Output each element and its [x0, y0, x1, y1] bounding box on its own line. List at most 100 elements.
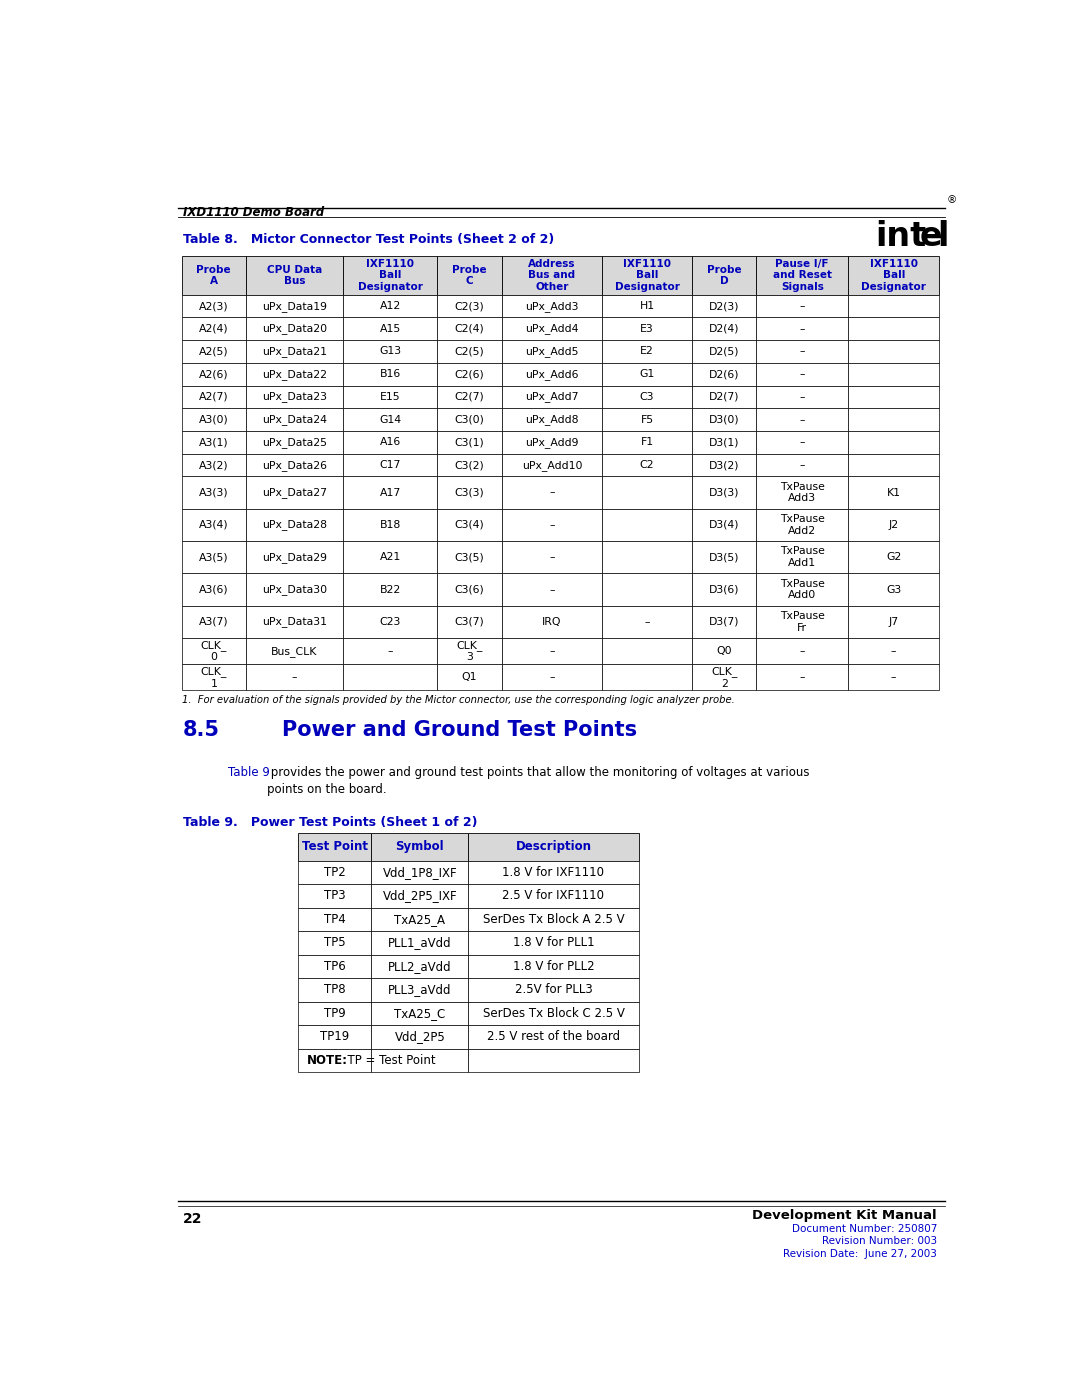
Bar [756, 339, 848, 363]
Bar [343, 256, 437, 295]
Text: 2.5V for PLL3: 2.5V for PLL3 [515, 983, 592, 996]
Bar [181, 386, 246, 408]
Bar [343, 339, 437, 363]
Text: Address
Bus and
Other: Address Bus and Other [528, 260, 576, 292]
Bar [246, 606, 343, 638]
Text: D3(6): D3(6) [708, 584, 740, 595]
Bar [181, 295, 246, 317]
Text: C23: C23 [379, 617, 401, 627]
Bar [246, 638, 343, 665]
Bar [603, 295, 692, 317]
Text: TP3: TP3 [324, 890, 346, 902]
Text: D2(3): D2(3) [708, 300, 740, 312]
Text: D2(7): D2(7) [708, 393, 740, 402]
Bar [469, 978, 638, 1002]
Text: G3: G3 [886, 584, 902, 595]
Text: Probe
D: Probe D [707, 265, 742, 286]
Text: B18: B18 [379, 520, 401, 529]
Text: TxPause
Add1: TxPause Add1 [780, 546, 825, 569]
Bar [246, 573, 343, 606]
Text: Development Kit Manual: Development Kit Manual [753, 1208, 937, 1222]
Text: D2(5): D2(5) [708, 346, 740, 356]
Text: A16: A16 [379, 437, 401, 447]
Text: 22: 22 [183, 1211, 203, 1225]
Text: –: – [550, 672, 555, 682]
Text: Table 8.   Mictor Connector Test Points (Sheet 2 of 2): Table 8. Mictor Connector Test Points (S… [183, 233, 554, 246]
Text: C3(6): C3(6) [455, 584, 484, 595]
Text: A17: A17 [379, 488, 401, 497]
Text: uPx_Data20: uPx_Data20 [262, 323, 327, 334]
Bar [343, 432, 437, 454]
Bar [246, 541, 343, 573]
Text: Probe
C: Probe C [453, 265, 487, 286]
Bar [502, 339, 603, 363]
Text: uPx_Data25: uPx_Data25 [262, 437, 327, 448]
Text: uPx_Add10: uPx_Add10 [522, 460, 582, 471]
Bar [181, 317, 246, 339]
Text: 1.8 V for IXF1110: 1.8 V for IXF1110 [502, 866, 605, 879]
Bar [502, 317, 603, 339]
Bar [692, 317, 756, 339]
Bar [848, 363, 940, 386]
Bar [502, 541, 603, 573]
Bar [692, 476, 756, 509]
Text: C3(2): C3(2) [455, 460, 484, 469]
Text: –: – [799, 672, 805, 682]
Bar [756, 317, 848, 339]
Text: uPx_Data19: uPx_Data19 [262, 300, 327, 312]
Bar [298, 908, 372, 930]
Bar [437, 295, 502, 317]
Text: C2(6): C2(6) [455, 369, 484, 379]
Bar [469, 861, 638, 884]
Text: TP4: TP4 [324, 912, 346, 926]
Text: E3: E3 [640, 324, 653, 334]
Bar [692, 363, 756, 386]
Bar [437, 665, 502, 690]
Bar [469, 1049, 638, 1071]
Text: TP5: TP5 [324, 936, 346, 950]
Bar [372, 884, 469, 908]
Bar [246, 363, 343, 386]
Bar [848, 317, 940, 339]
Bar [848, 454, 940, 476]
Text: –: – [550, 584, 555, 595]
Bar [756, 408, 848, 432]
Bar [246, 317, 343, 339]
Bar [343, 317, 437, 339]
Bar [848, 295, 940, 317]
Bar [502, 408, 603, 432]
Text: D3(4): D3(4) [708, 520, 740, 529]
Bar [502, 638, 603, 665]
Bar [469, 930, 638, 954]
Text: uPx_Data29: uPx_Data29 [262, 552, 327, 563]
Bar [372, 1025, 469, 1049]
Text: –: – [550, 488, 555, 497]
Bar [181, 256, 246, 295]
Text: C3(3): C3(3) [455, 488, 484, 497]
Bar [246, 476, 343, 509]
Text: A3(3): A3(3) [199, 488, 229, 497]
Text: provides the power and ground test points that allow the monitoring of voltages : provides the power and ground test point… [267, 766, 809, 796]
Text: TxPause
Add0: TxPause Add0 [780, 578, 825, 601]
Text: uPx_Add4: uPx_Add4 [525, 323, 579, 334]
Text: Power and Ground Test Points: Power and Ground Test Points [282, 719, 637, 740]
Text: G14: G14 [379, 415, 401, 425]
Text: –: – [388, 647, 393, 657]
Text: Description: Description [515, 840, 592, 854]
Text: A2(4): A2(4) [199, 324, 229, 334]
Bar [437, 476, 502, 509]
Bar [502, 573, 603, 606]
Text: SerDes Tx Block C 2.5 V: SerDes Tx Block C 2.5 V [483, 1007, 624, 1020]
Bar [502, 606, 603, 638]
Bar [756, 363, 848, 386]
Text: C3: C3 [639, 393, 654, 402]
Text: PLL1_aVdd: PLL1_aVdd [388, 936, 451, 950]
Bar [246, 509, 343, 541]
Text: A3(4): A3(4) [199, 520, 229, 529]
Bar [469, 833, 638, 861]
Bar [848, 509, 940, 541]
Text: IXF1110
Ball
Designator: IXF1110 Ball Designator [861, 260, 927, 292]
Text: Table 9: Table 9 [228, 766, 270, 780]
Text: –: – [799, 460, 805, 469]
Text: G1: G1 [639, 369, 654, 379]
